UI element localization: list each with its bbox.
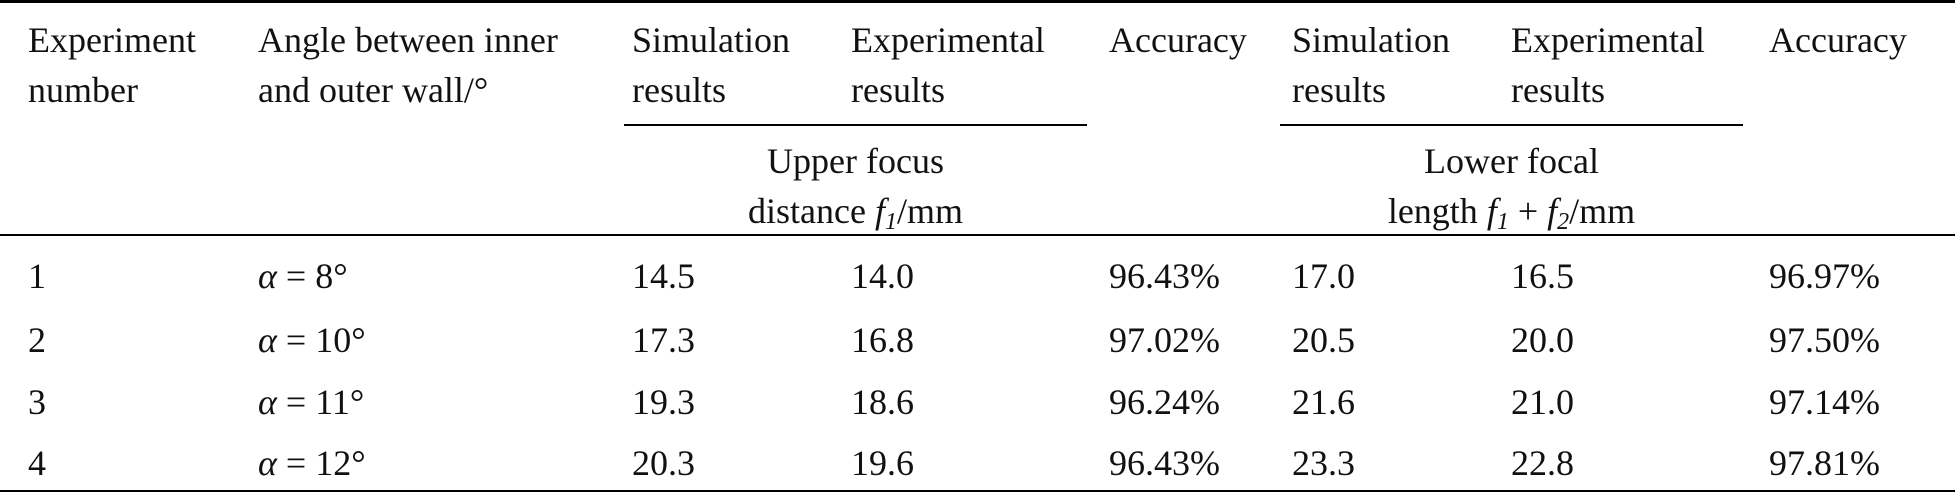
group-lower-focal-sub1: 1	[1496, 209, 1509, 235]
alpha-value: = 8°	[276, 256, 348, 296]
table-cell-exp-lower: 22.8	[1511, 443, 1574, 483]
table-cell-exp-lower: 21.0	[1511, 382, 1574, 422]
header-simulation-upper: Simulation results	[632, 15, 790, 115]
table-cell-acc-lower: 97.81%	[1769, 443, 1880, 483]
group-upper-focus-line1: Upper focus	[767, 141, 944, 181]
group-upper-focus: Upper focus distance f1/mm	[624, 136, 1087, 236]
header-simulation-upper-line1: Simulation	[632, 20, 791, 60]
header-experimental-upper: Experimental results	[851, 15, 1045, 115]
table-cell-acc-upper: 97.02%	[1109, 320, 1220, 360]
alpha-symbol: α	[258, 382, 277, 422]
table-cell-exp-upper: 14.0	[851, 256, 914, 296]
table-cell-angle: α = 10°	[258, 315, 366, 365]
table-cell-angle: α = 12°	[258, 438, 366, 488]
alpha-symbol: α	[258, 256, 277, 296]
header-experimental-upper-line2: results	[851, 70, 945, 110]
table-cell-angle: α = 11°	[258, 377, 364, 427]
group-upper-focus-var: f	[874, 191, 885, 231]
header-experiment-number: Experiment number	[28, 15, 196, 115]
table-cell-acc-upper: 96.24%	[1109, 382, 1220, 422]
table-cell-acc-lower: 97.50%	[1769, 320, 1880, 360]
header-accuracy-lower-label: Accuracy	[1769, 20, 1907, 60]
table-cell-number: 4	[28, 443, 46, 483]
group-upper-focus-sub: 1	[884, 209, 897, 235]
table-cell-sim-upper: 20.3	[632, 443, 695, 483]
table-cell-angle: α = 8°	[258, 251, 348, 301]
lower-group-rule	[1280, 124, 1743, 126]
header-experiment-number-line1: Experiment	[28, 20, 196, 60]
header-experimental-lower-line1: Experimental	[1511, 20, 1705, 60]
alpha-value: = 12°	[276, 443, 366, 483]
header-accuracy-lower: Accuracy	[1769, 15, 1907, 65]
group-lower-focal-unit: /mm	[1569, 191, 1636, 231]
table-cell-number: 1	[28, 256, 46, 296]
group-lower-focal-sub2: 2	[1557, 209, 1570, 235]
table-cell-exp-upper: 18.6	[851, 382, 914, 422]
group-lower-focal-var2: f	[1547, 191, 1558, 231]
header-experimental-lower: Experimental results	[1511, 15, 1705, 115]
header-experimental-upper-line1: Experimental	[851, 20, 1045, 60]
alpha-value: = 11°	[276, 382, 365, 422]
table-cell-exp-upper: 19.6	[851, 443, 914, 483]
bottom-rule	[0, 490, 1955, 492]
header-rule	[0, 234, 1955, 236]
alpha-symbol: α	[258, 320, 277, 360]
header-experiment-number-line2: number	[28, 70, 138, 110]
header-simulation-lower-line2: results	[1292, 70, 1386, 110]
table-cell-acc-lower: 96.97%	[1769, 256, 1880, 296]
header-simulation-lower: Simulation results	[1292, 15, 1450, 115]
table-cell-sim-lower: 21.6	[1292, 382, 1355, 422]
group-lower-focal-plus: +	[1508, 191, 1548, 231]
table-cell-exp-upper: 16.8	[851, 320, 914, 360]
table-cell-sim-upper: 17.3	[632, 320, 695, 360]
table-cell-sim-upper: 14.5	[632, 256, 695, 296]
header-simulation-upper-line2: results	[632, 70, 726, 110]
table-cell-acc-upper: 96.43%	[1109, 256, 1220, 296]
table-cell-number: 3	[28, 382, 46, 422]
alpha-value: = 10°	[276, 320, 366, 360]
header-angle-line1: Angle between inner	[258, 20, 558, 60]
group-upper-focus-line2: distance f1/mm	[624, 186, 1087, 236]
table-cell-acc-upper: 96.43%	[1109, 443, 1220, 483]
group-lower-focal-prefix: length	[1387, 191, 1487, 231]
header-simulation-lower-line1: Simulation	[1292, 20, 1451, 60]
table-cell-exp-lower: 16.5	[1511, 256, 1574, 296]
top-rule	[0, 0, 1955, 3]
table-cell-sim-lower: 20.5	[1292, 320, 1355, 360]
alpha-symbol: α	[258, 443, 277, 483]
table-cell-acc-lower: 97.14%	[1769, 382, 1880, 422]
table-cell-sim-lower: 17.0	[1292, 256, 1355, 296]
group-upper-focus-unit: /mm	[896, 191, 963, 231]
group-lower-focal-line2: length f1 + f2/mm	[1280, 186, 1743, 236]
table-cell-number: 2	[28, 320, 46, 360]
table-cell-sim-lower: 23.3	[1292, 443, 1355, 483]
header-experimental-lower-line2: results	[1511, 70, 1605, 110]
group-upper-focus-prefix: distance	[748, 191, 875, 231]
group-lower-focal-line1: Lower focal	[1424, 141, 1599, 181]
group-lower-focal-var1: f	[1486, 191, 1497, 231]
header-angle-line2: and outer wall/°	[258, 70, 489, 110]
header-accuracy-upper-label: Accuracy	[1109, 20, 1247, 60]
group-lower-focal: Lower focal length f1 + f2/mm	[1280, 136, 1743, 236]
header-angle: Angle between inner and outer wall/°	[258, 15, 558, 115]
table-cell-exp-lower: 20.0	[1511, 320, 1574, 360]
table-cell-sim-upper: 19.3	[632, 382, 695, 422]
upper-group-rule	[624, 124, 1087, 126]
header-accuracy-upper: Accuracy	[1109, 15, 1247, 65]
